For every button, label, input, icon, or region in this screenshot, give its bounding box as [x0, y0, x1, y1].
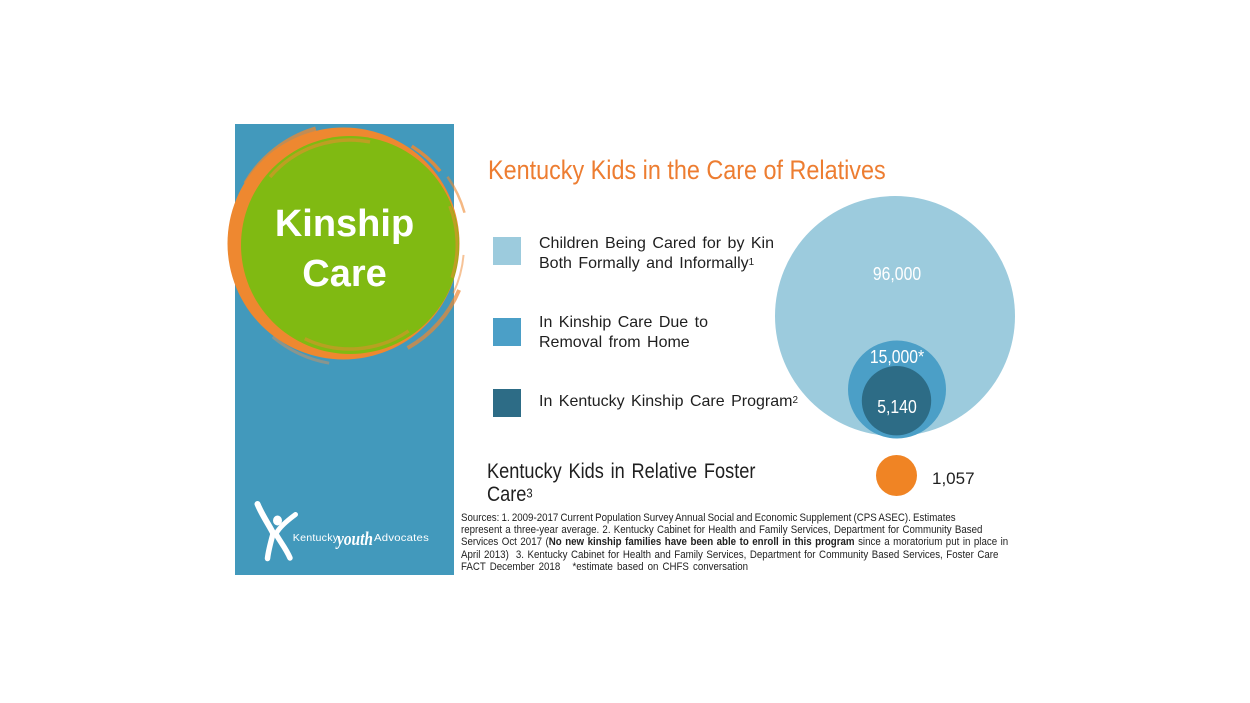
- svg-text:youth: youth: [335, 529, 373, 550]
- svg-text:Advocates: Advocates: [374, 532, 429, 544]
- svg-text:Kentucky: Kentucky: [293, 532, 339, 544]
